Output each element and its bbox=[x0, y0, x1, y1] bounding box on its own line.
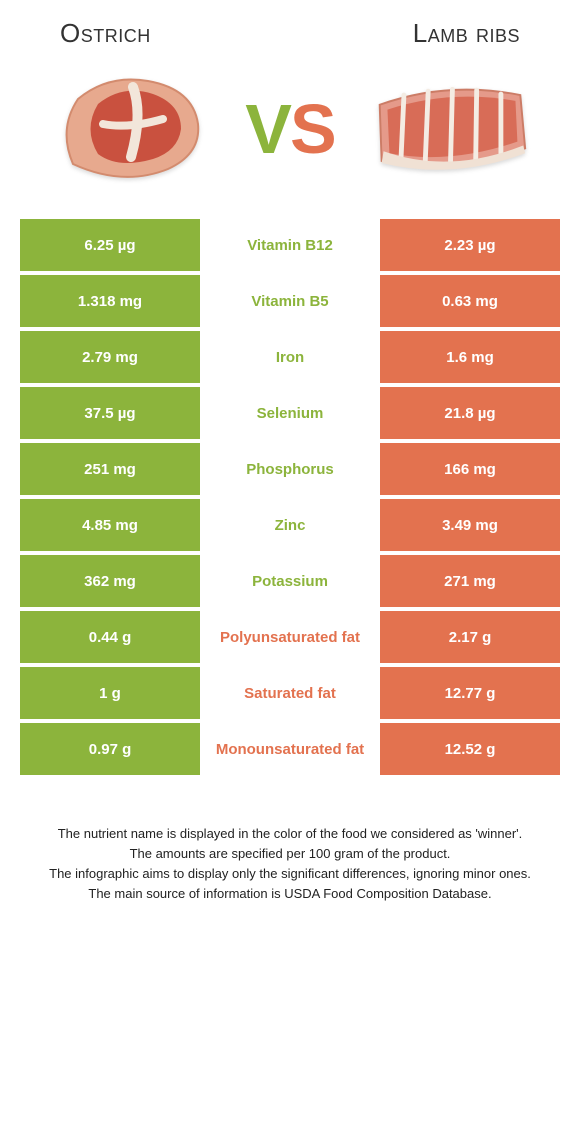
left-food-title: Ostrich bbox=[60, 18, 151, 49]
nutrient-label: Selenium bbox=[200, 387, 380, 443]
ostrich-image bbox=[50, 69, 210, 189]
left-value: 1.318 mg bbox=[20, 275, 200, 331]
left-value: 0.97 g bbox=[20, 723, 200, 779]
nutrient-label: Vitamin B12 bbox=[200, 219, 380, 275]
nutrient-label: Polyunsaturated fat bbox=[200, 611, 380, 667]
table-row: 362 mgPotassium271 mg bbox=[20, 555, 560, 611]
vs-s: S bbox=[290, 94, 335, 164]
right-value: 2.17 g bbox=[380, 611, 560, 667]
left-value: 362 mg bbox=[20, 555, 200, 611]
left-value: 2.79 mg bbox=[20, 331, 200, 387]
right-value: 12.77 g bbox=[380, 667, 560, 723]
right-value: 1.6 mg bbox=[380, 331, 560, 387]
right-value: 21.8 µg bbox=[380, 387, 560, 443]
footnote-line: The nutrient name is displayed in the co… bbox=[30, 824, 550, 844]
right-value: 2.23 µg bbox=[380, 219, 560, 275]
comparison-table: 6.25 µgVitamin B122.23 µg1.318 mgVitamin… bbox=[20, 219, 560, 779]
vs-label: VS bbox=[245, 94, 334, 164]
nutrient-label: Phosphorus bbox=[200, 443, 380, 499]
table-row: 1 gSaturated fat12.77 g bbox=[20, 667, 560, 723]
right-value: 271 mg bbox=[380, 555, 560, 611]
right-value: 0.63 mg bbox=[380, 275, 560, 331]
vs-v: V bbox=[245, 94, 290, 164]
right-value: 12.52 g bbox=[380, 723, 560, 779]
nutrient-label: Monounsaturated fat bbox=[200, 723, 380, 779]
nutrient-label: Vitamin B5 bbox=[200, 275, 380, 331]
nutrient-label: Saturated fat bbox=[200, 667, 380, 723]
table-row: 0.97 gMonounsaturated fat12.52 g bbox=[20, 723, 560, 779]
table-row: 6.25 µgVitamin B122.23 µg bbox=[20, 219, 560, 275]
footnote-line: The amounts are specified per 100 gram o… bbox=[30, 844, 550, 864]
right-value: 3.49 mg bbox=[380, 499, 560, 555]
left-value: 1 g bbox=[20, 667, 200, 723]
right-value: 166 mg bbox=[380, 443, 560, 499]
footnote-line: The main source of information is USDA F… bbox=[30, 884, 550, 904]
table-row: 1.318 mgVitamin B50.63 mg bbox=[20, 275, 560, 331]
lamb-ribs-image bbox=[370, 69, 530, 189]
hero-row: VS bbox=[20, 49, 560, 219]
infographic-container: Ostrich Lamb ribs VS bbox=[0, 0, 580, 935]
footnote-line: The infographic aims to display only the… bbox=[30, 864, 550, 884]
table-row: 251 mgPhosphorus166 mg bbox=[20, 443, 560, 499]
nutrient-label: Iron bbox=[200, 331, 380, 387]
left-value: 37.5 µg bbox=[20, 387, 200, 443]
table-row: 2.79 mgIron1.6 mg bbox=[20, 331, 560, 387]
nutrient-label: Zinc bbox=[200, 499, 380, 555]
header: Ostrich Lamb ribs bbox=[20, 0, 560, 49]
table-row: 37.5 µgSelenium21.8 µg bbox=[20, 387, 560, 443]
right-food-title: Lamb ribs bbox=[413, 18, 520, 49]
left-value: 4.85 mg bbox=[20, 499, 200, 555]
table-row: 4.85 mgZinc3.49 mg bbox=[20, 499, 560, 555]
table-row: 0.44 gPolyunsaturated fat2.17 g bbox=[20, 611, 560, 667]
left-value: 6.25 µg bbox=[20, 219, 200, 275]
nutrient-label: Potassium bbox=[200, 555, 380, 611]
footnotes: The nutrient name is displayed in the co… bbox=[20, 824, 560, 905]
left-value: 0.44 g bbox=[20, 611, 200, 667]
left-value: 251 mg bbox=[20, 443, 200, 499]
